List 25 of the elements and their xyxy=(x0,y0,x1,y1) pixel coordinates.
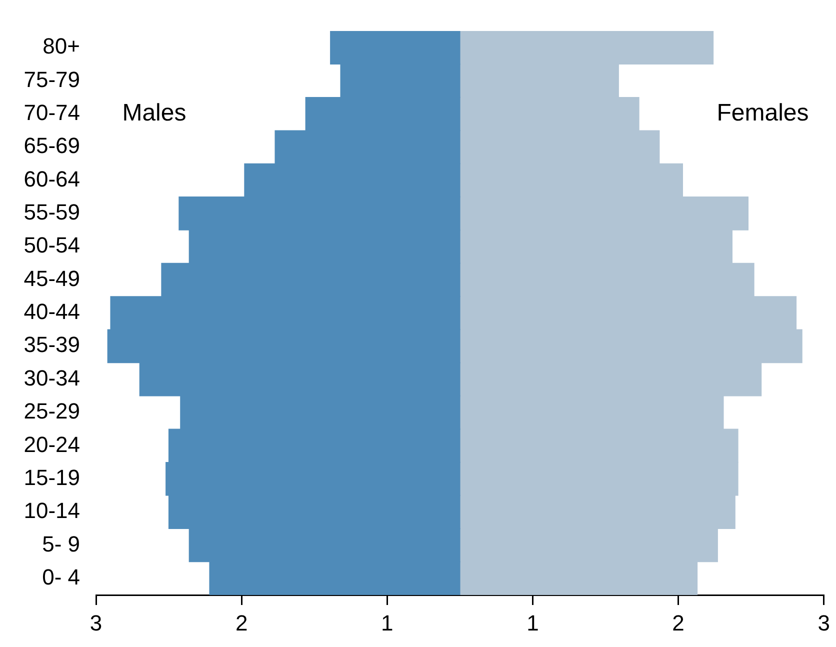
y-tick-label: 10-14 xyxy=(24,498,80,524)
text: Males xyxy=(122,100,186,127)
y-tick-label: 65-69 xyxy=(24,133,80,158)
y-tick-label: 0- 4 xyxy=(42,564,80,590)
y-tick-label: 80+ xyxy=(42,34,80,59)
y-tick-label: 15-19 xyxy=(24,464,80,490)
y-tick-label: 75-79 xyxy=(24,66,80,92)
y-tick-label: 50-54 xyxy=(24,232,80,258)
x-tick-label: 1 xyxy=(381,610,394,636)
series-label: Females xyxy=(716,100,809,127)
y-tick-label: 30-34 xyxy=(24,365,80,390)
y-tick-label: 20-24 xyxy=(24,432,80,457)
x-tick-label: 1 xyxy=(526,610,539,636)
y-tick-label: 40-44 xyxy=(24,299,80,324)
y-tick-label: 55-59 xyxy=(24,200,80,225)
x-tick-label: 2 xyxy=(235,610,248,636)
y-tick-label: 70-74 xyxy=(24,100,80,126)
y-tick-label: 45-49 xyxy=(24,266,80,291)
y-tick-label: 60-64 xyxy=(24,166,80,192)
x-tick-label: 3 xyxy=(818,610,830,636)
y-tick-label: 35-39 xyxy=(24,332,80,358)
x-tick-label: 2 xyxy=(672,610,684,636)
x-tick-label: 3 xyxy=(90,610,102,636)
y-tick-label: 5- 9 xyxy=(42,531,80,556)
y-tick-label: 25-29 xyxy=(24,398,80,424)
